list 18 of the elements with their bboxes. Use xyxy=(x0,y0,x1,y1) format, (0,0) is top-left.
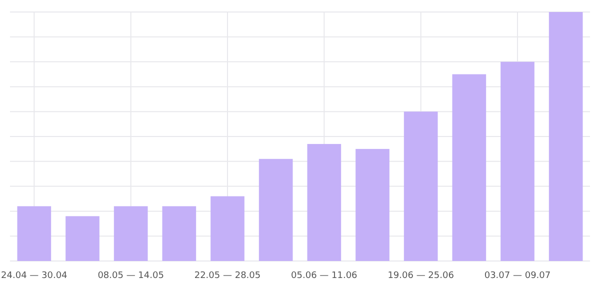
bar xyxy=(210,196,244,261)
bar xyxy=(17,206,52,261)
x-tick-label: 03.07 — 09.07 xyxy=(484,271,551,281)
x-tick-label: 24.04 — 30.04 xyxy=(1,271,68,281)
bar xyxy=(258,158,293,261)
bar xyxy=(548,12,583,261)
bar xyxy=(307,144,342,261)
bar xyxy=(66,216,100,261)
bar xyxy=(114,206,148,261)
bar xyxy=(404,112,438,261)
x-tick-label: 19.06 — 25.06 xyxy=(388,271,454,281)
bar xyxy=(162,206,196,261)
bar xyxy=(452,74,486,261)
bar xyxy=(356,148,390,261)
x-tick-label: 05.06 — 11.06 xyxy=(291,271,358,281)
x-tick-label: 22.05 — 28.05 xyxy=(194,271,261,281)
x-tick-label: 08.05 — 14.05 xyxy=(98,271,164,281)
bar xyxy=(500,62,534,261)
